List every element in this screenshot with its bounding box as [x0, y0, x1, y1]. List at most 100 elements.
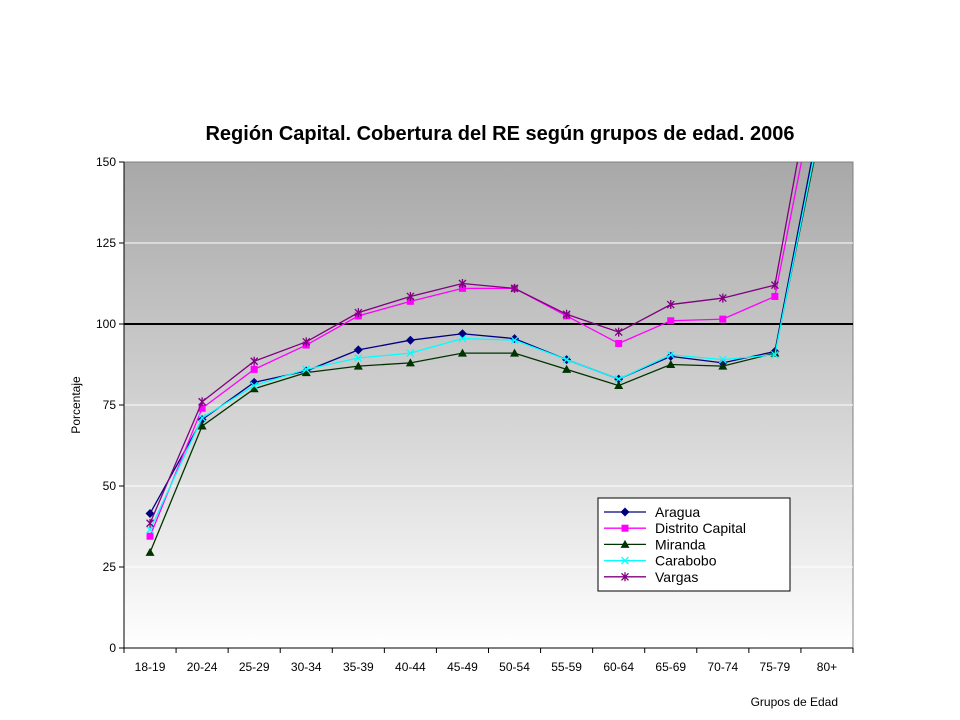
data-point: [354, 354, 363, 362]
x-tick-label: 50-54: [499, 660, 530, 674]
data-point: [718, 293, 727, 303]
x-tick-label: 45-49: [447, 660, 478, 674]
data-point: [458, 334, 467, 343]
data-point: [614, 381, 624, 390]
data-point: [667, 317, 675, 325]
data-point: [250, 365, 258, 373]
data-point: [198, 414, 207, 422]
data-point: [198, 404, 206, 412]
data-point: [458, 279, 467, 288]
x-tick-label: 70-74: [707, 660, 738, 674]
series-line: [149, 162, 815, 553]
y-tick-label: 25: [103, 560, 117, 574]
x-axis-label: Grupos de Edad: [751, 695, 838, 709]
x-tick-label: 65-69: [655, 660, 686, 674]
data-point: [146, 532, 154, 540]
data-point: [406, 349, 415, 358]
data-point: [353, 345, 363, 355]
data-point: [666, 350, 675, 359]
legend-item: Vargas: [604, 569, 698, 585]
y-tick-label: 75: [103, 398, 117, 412]
series-group: [145, 162, 815, 556]
chart-title: Región Capital. Cobertura del RE según g…: [205, 123, 794, 145]
x-tick-label: 60-64: [603, 660, 634, 674]
legend-label: Carabobo: [655, 553, 717, 569]
series-line: [149, 162, 799, 524]
data-point: [302, 365, 311, 374]
data-point: [302, 337, 311, 347]
data-point: [250, 381, 259, 390]
data-point: [198, 397, 207, 407]
data-point: [718, 355, 727, 364]
series-vargas: [146, 162, 799, 528]
x-tick-label: 30-34: [291, 660, 322, 674]
legend-marker: [621, 572, 629, 582]
data-point: [771, 292, 779, 300]
legend-marker: [621, 524, 629, 532]
data-point: [666, 300, 675, 310]
legend-label: Aragua: [655, 504, 700, 520]
data-point: [457, 348, 467, 357]
data-point: [562, 309, 571, 319]
legend-marker: [621, 556, 629, 565]
y-axis-ticks: 0 25 50 75 100 125 150: [96, 155, 124, 655]
data-point: [146, 525, 154, 534]
data-point: [354, 308, 363, 318]
y-tick-label: 150: [96, 155, 116, 169]
data-point: [145, 509, 155, 519]
data-point: [718, 361, 728, 370]
data-point: [666, 360, 676, 368]
x-tick-label: 40-44: [395, 660, 426, 674]
legend-marker: [620, 507, 630, 517]
x-tick-label: 75-79: [760, 660, 791, 674]
legend-label: Miranda: [655, 536, 706, 552]
data-point: [770, 350, 779, 359]
data-point: [405, 358, 415, 367]
x-tick-label: 18-19: [135, 660, 166, 674]
x-tick-label: 25-29: [239, 660, 270, 674]
y-tick-label: 125: [96, 236, 116, 250]
legend-marker: [620, 539, 630, 548]
data-point: [145, 547, 155, 556]
data-point: [405, 335, 415, 345]
data-point: [666, 351, 676, 361]
series-carabobo: [146, 162, 814, 534]
legend-item: Distrito Capital: [604, 520, 746, 536]
data-point: [197, 421, 207, 430]
data-point: [510, 336, 519, 345]
data-point: [353, 361, 363, 370]
data-point: [406, 297, 414, 305]
data-point: [510, 283, 519, 293]
data-point: [615, 339, 623, 347]
data-point: [250, 356, 259, 366]
y-tick-label: 100: [96, 317, 116, 331]
data-point: [719, 315, 727, 323]
data-point: [406, 291, 415, 301]
data-point: [614, 375, 623, 384]
data-point: [562, 355, 571, 364]
data-point: [614, 327, 623, 337]
y-tick-label: 50: [103, 479, 117, 493]
legend-item: Aragua: [604, 504, 700, 520]
data-point: [770, 280, 779, 290]
data-point: [301, 368, 311, 377]
data-point: [458, 284, 466, 292]
legend-item: Carabobo: [604, 553, 717, 569]
legend-item: Miranda: [604, 536, 706, 552]
y-tick-label: 0: [109, 641, 116, 655]
data-point: [510, 348, 520, 357]
series-line: [149, 162, 803, 537]
x-tick-label: 35-39: [343, 660, 374, 674]
x-tick-label: 80+: [817, 660, 837, 674]
series-line: [149, 162, 813, 514]
data-point: [146, 518, 154, 528]
data-point: [249, 384, 259, 393]
y-axis-label: Porcentaje: [69, 376, 83, 434]
x-tick-label: 20-24: [187, 660, 218, 674]
series-line: [149, 162, 814, 531]
data-point: [562, 364, 572, 373]
x-axis-ticks: 18-19 20-24 25-29 30-34 35-39 40-44 45-49 50-54…: [123, 648, 854, 674]
legend-label: Distrito Capital: [655, 520, 746, 536]
